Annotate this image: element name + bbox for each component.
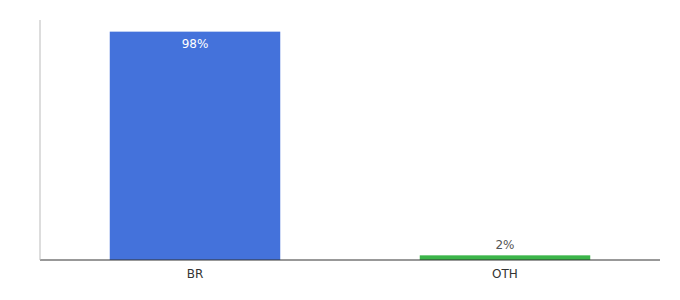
bar: [110, 32, 281, 260]
x-tick-label: BR: [187, 267, 204, 281]
x-axis-line: [40, 260, 660, 261]
bars: [110, 32, 591, 260]
x-tick-label: OTH: [492, 267, 518, 281]
data-label: 2%: [495, 238, 514, 252]
y-axis-line: [40, 20, 41, 260]
chart-svg: BR OTH 98% 2%: [0, 0, 680, 300]
bar: [420, 255, 591, 260]
data-label: 98%: [182, 37, 209, 51]
chart-container: BR OTH 98% 2%: [0, 0, 680, 300]
